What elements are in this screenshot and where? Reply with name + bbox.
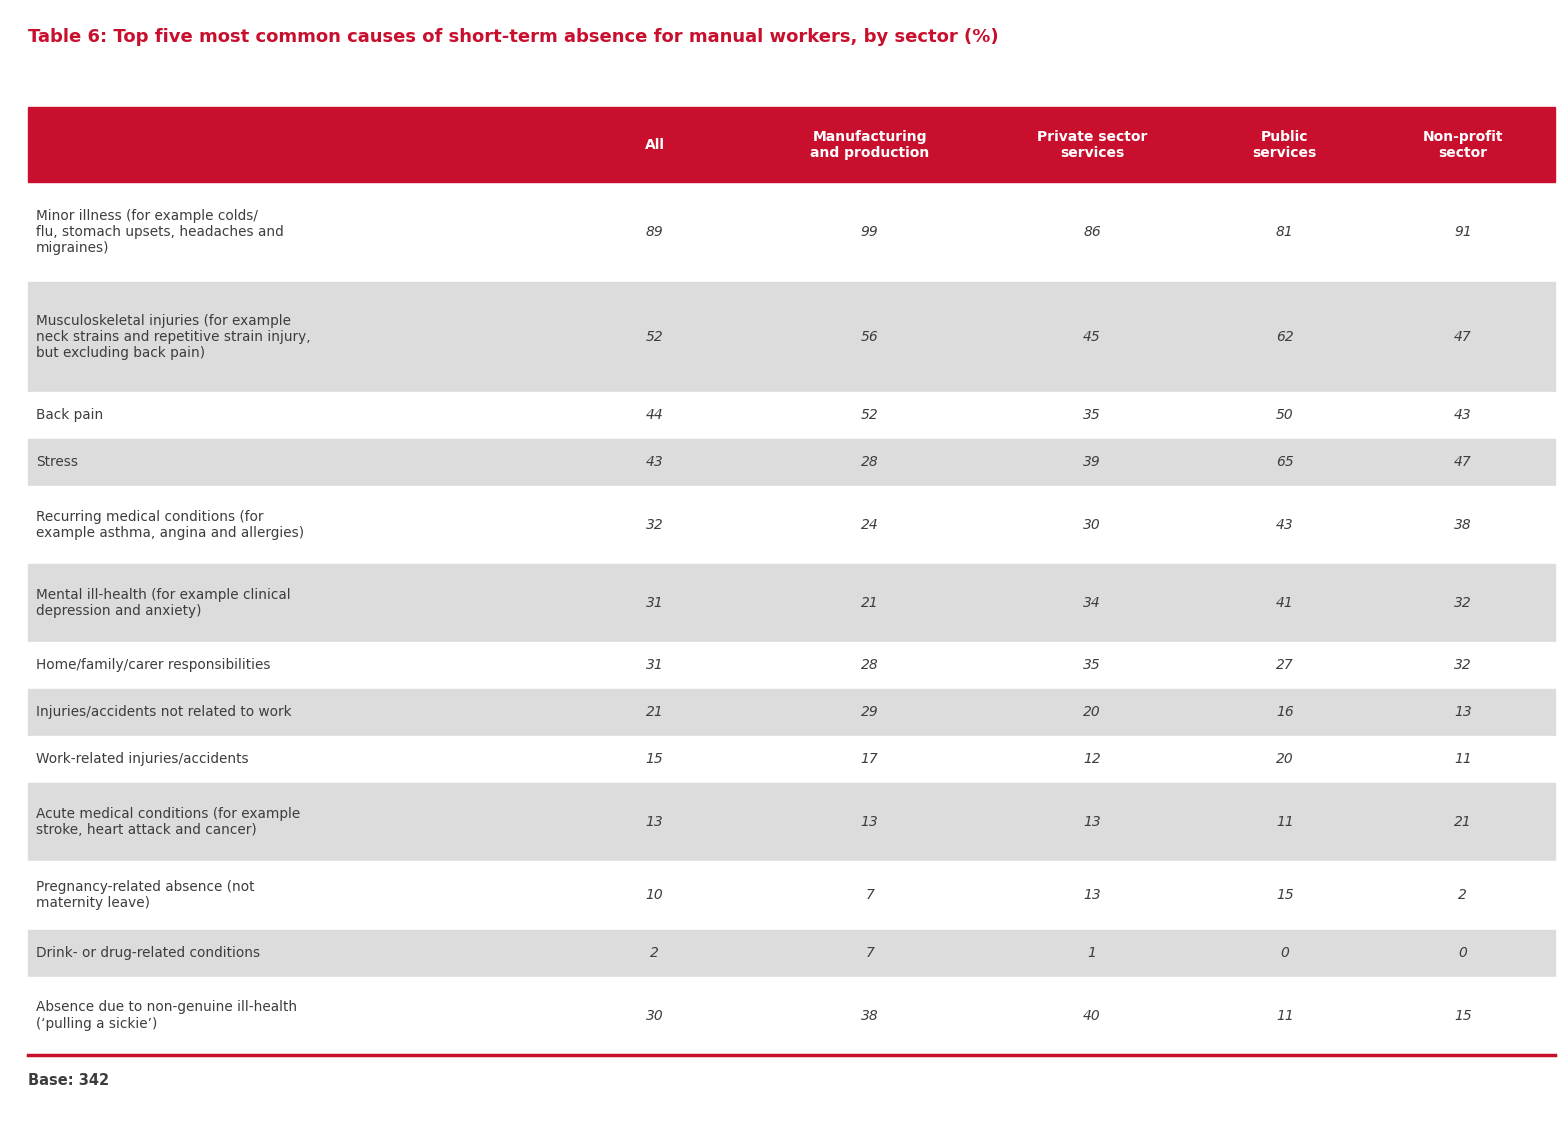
- Text: 38: 38: [1454, 518, 1472, 531]
- Text: Work-related injuries/accidents: Work-related injuries/accidents: [36, 752, 249, 766]
- Text: 13: 13: [646, 814, 663, 829]
- Text: 11: 11: [1276, 814, 1294, 829]
- Text: 12: 12: [1083, 752, 1101, 766]
- Text: 20: 20: [1276, 752, 1294, 766]
- Text: All: All: [644, 138, 665, 151]
- Text: 38: 38: [861, 1008, 878, 1023]
- Text: 43: 43: [1454, 408, 1472, 422]
- Text: 15: 15: [1276, 888, 1294, 902]
- Text: 31: 31: [646, 596, 663, 610]
- Text: 27: 27: [1276, 659, 1294, 672]
- Text: 81: 81: [1276, 226, 1294, 239]
- Text: 11: 11: [1276, 1008, 1294, 1023]
- Text: 43: 43: [1276, 518, 1294, 531]
- Text: 28: 28: [861, 659, 878, 672]
- Text: 30: 30: [646, 1008, 663, 1023]
- Text: Home/family/carer responsibilities: Home/family/carer responsibilities: [36, 659, 271, 672]
- Text: 86: 86: [1083, 226, 1101, 239]
- Text: Table 6: Top five most common causes of short-term absence for manual workers, b: Table 6: Top five most common causes of …: [28, 28, 999, 46]
- Text: 65: 65: [1276, 455, 1294, 469]
- Text: Absence due to non-genuine ill-health
(‘pulling a sickie’): Absence due to non-genuine ill-health (‘…: [36, 1001, 298, 1031]
- Text: 17: 17: [861, 752, 878, 766]
- Text: 47: 47: [1454, 331, 1472, 344]
- Text: 39: 39: [1083, 455, 1101, 469]
- Text: 52: 52: [861, 408, 878, 422]
- Text: 15: 15: [646, 752, 663, 766]
- Text: 2: 2: [651, 946, 659, 960]
- Text: Minor illness (for example colds/
flu, stomach upsets, headaches and
migraines): Minor illness (for example colds/ flu, s…: [36, 209, 284, 255]
- Text: Back pain: Back pain: [36, 408, 103, 422]
- Text: 20: 20: [1083, 705, 1101, 720]
- Text: Public
services: Public services: [1253, 130, 1317, 160]
- Text: Mental ill-health (for example clinical
depression and anxiety): Mental ill-health (for example clinical …: [36, 588, 290, 618]
- Text: 13: 13: [1454, 705, 1472, 720]
- Text: 52: 52: [646, 331, 663, 344]
- Text: Private sector
services: Private sector services: [1036, 130, 1148, 160]
- Text: 7: 7: [866, 946, 873, 960]
- Text: 40: 40: [1083, 1008, 1101, 1023]
- Text: 44: 44: [646, 408, 663, 422]
- Text: 62: 62: [1276, 331, 1294, 344]
- Text: 99: 99: [861, 226, 878, 239]
- Text: Pregnancy-related absence (not
maternity leave): Pregnancy-related absence (not maternity…: [36, 880, 254, 910]
- Text: 0: 0: [1281, 946, 1289, 960]
- Text: 0: 0: [1458, 946, 1468, 960]
- Text: Stress: Stress: [36, 455, 78, 469]
- Text: Manufacturing
and production: Manufacturing and production: [811, 130, 930, 160]
- Text: 31: 31: [646, 659, 663, 672]
- Text: 43: 43: [646, 455, 663, 469]
- Text: 21: 21: [861, 596, 878, 610]
- Text: Drink- or drug-related conditions: Drink- or drug-related conditions: [36, 946, 260, 960]
- Text: 29: 29: [861, 705, 878, 720]
- Text: 2: 2: [1458, 888, 1468, 902]
- Text: 35: 35: [1083, 659, 1101, 672]
- Text: Recurring medical conditions (for
example asthma, angina and allergies): Recurring medical conditions (for exampl…: [36, 510, 304, 539]
- Text: 56: 56: [861, 331, 878, 344]
- Text: Musculoskeletal injuries (for example
neck strains and repetitive strain injury,: Musculoskeletal injuries (for example ne…: [36, 314, 310, 360]
- Text: 50: 50: [1276, 408, 1294, 422]
- Text: 45: 45: [1083, 331, 1101, 344]
- Text: 13: 13: [861, 814, 878, 829]
- Text: 7: 7: [866, 888, 873, 902]
- Text: 89: 89: [646, 226, 663, 239]
- Text: 32: 32: [646, 518, 663, 531]
- Text: Acute medical conditions (for example
stroke, heart attack and cancer): Acute medical conditions (for example st…: [36, 807, 301, 837]
- Text: 13: 13: [1083, 888, 1101, 902]
- Text: 24: 24: [861, 518, 878, 531]
- Text: Injuries/accidents not related to work: Injuries/accidents not related to work: [36, 705, 292, 720]
- Text: 21: 21: [646, 705, 663, 720]
- Text: 41: 41: [1276, 596, 1294, 610]
- Text: 11: 11: [1454, 752, 1472, 766]
- Text: 32: 32: [1454, 659, 1472, 672]
- Text: 30: 30: [1083, 518, 1101, 531]
- Text: Base: 342: Base: 342: [28, 1073, 110, 1087]
- Text: 15: 15: [1454, 1008, 1472, 1023]
- Text: 21: 21: [1454, 814, 1472, 829]
- Text: 91: 91: [1454, 226, 1472, 239]
- Text: 16: 16: [1276, 705, 1294, 720]
- Text: 13: 13: [1083, 814, 1101, 829]
- Text: 34: 34: [1083, 596, 1101, 610]
- Text: 32: 32: [1454, 596, 1472, 610]
- Text: 47: 47: [1454, 455, 1472, 469]
- Text: 28: 28: [861, 455, 878, 469]
- Text: Non-profit
sector: Non-profit sector: [1422, 130, 1504, 160]
- Text: 35: 35: [1083, 408, 1101, 422]
- Text: 1: 1: [1088, 946, 1096, 960]
- Text: 10: 10: [646, 888, 663, 902]
